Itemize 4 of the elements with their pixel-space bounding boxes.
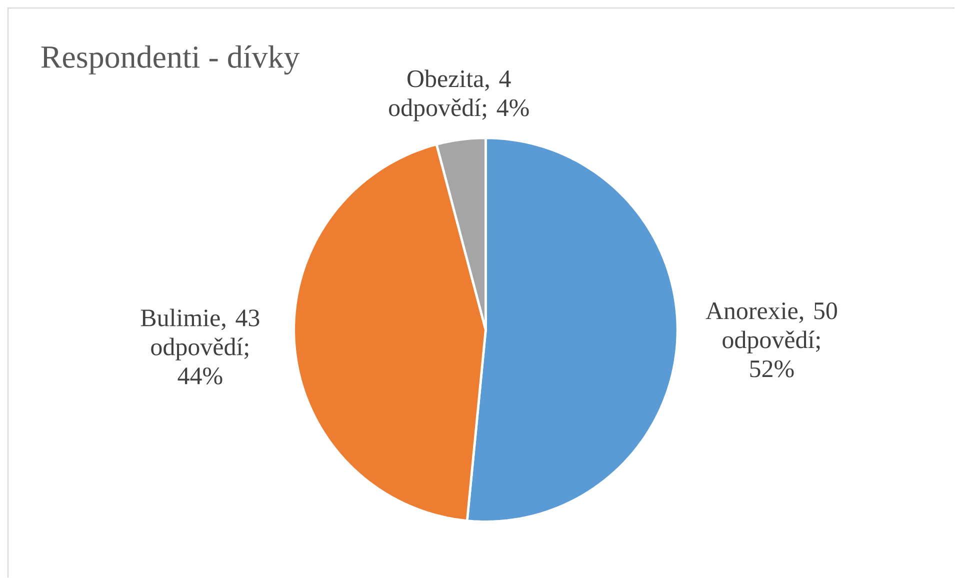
chart-title: Respondenti - dívky [41,45,300,74]
slice-label: Bulimie, 43 odpovědí; 44% [140,308,260,384]
slice-label: Anorexie, 50 odpovědí; 52% [706,302,837,378]
slice-label: Obezita, 4 odpovědí; 4% [389,70,529,122]
